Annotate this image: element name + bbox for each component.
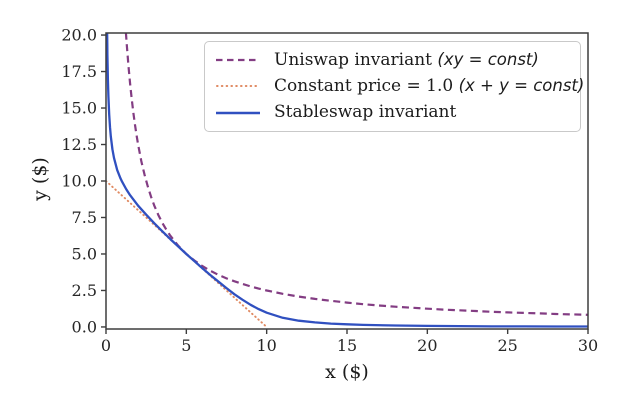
legend: Uniswap invariant (xy = const) Constant … bbox=[204, 41, 584, 132]
legend-label-constant-price: Constant price = 1.0 (x + y = const) bbox=[274, 75, 585, 96]
y-tick-label: 5.0 bbox=[72, 244, 97, 263]
y-axis-label: y ($) bbox=[29, 157, 51, 201]
x-axis-label: x ($) bbox=[325, 361, 369, 383]
x-tick-label: 15 bbox=[337, 336, 357, 355]
legend-label-uniswap: Uniswap invariant (xy = const) bbox=[274, 49, 539, 70]
x-tick-label: 5 bbox=[181, 336, 191, 355]
constant-price-dotted-line-swatch bbox=[216, 85, 261, 88]
y-tick-label: 7.5 bbox=[72, 208, 97, 227]
legend-label-stableswap-text: Stableswap invariant bbox=[274, 102, 457, 123]
y-tick-label: 20.0 bbox=[61, 26, 97, 45]
uniswap-dashed-line-swatch bbox=[216, 59, 260, 62]
y-tick-label: 15.0 bbox=[61, 99, 97, 118]
uniswap-invariant-curve bbox=[124, 33, 588, 316]
legend-label-constant-price-math: (x + y = const) bbox=[458, 75, 585, 95]
legend-label-uniswap-math: (xy = const) bbox=[437, 49, 539, 69]
x-tick-label: 30 bbox=[578, 336, 598, 355]
y-tick-label: 17.5 bbox=[61, 62, 97, 81]
legend-label-uniswap-text: Uniswap invariant bbox=[274, 49, 438, 70]
plot-frame bbox=[105, 32, 589, 330]
x-tick-label: 0 bbox=[101, 336, 111, 355]
y-tick-label: 10.0 bbox=[61, 172, 97, 191]
legend-item-stableswap: Stableswap invariant bbox=[215, 104, 570, 121]
y-tick-label: 2.5 bbox=[72, 281, 97, 300]
y-tick-label: 0.0 bbox=[72, 317, 97, 336]
legend-label-constant-price-text: Constant price = 1.0 bbox=[274, 75, 459, 96]
y-tick-label: 12.5 bbox=[61, 135, 97, 154]
x-tick-label: 10 bbox=[256, 336, 276, 355]
stableswap-solid-line-swatch bbox=[216, 111, 260, 115]
x-tick-label: 25 bbox=[497, 336, 517, 355]
legend-label-stableswap: Stableswap invariant bbox=[274, 104, 456, 121]
legend-item-uniswap: Uniswap invariant (xy = const) bbox=[215, 49, 570, 70]
stableswap-invariant-curve bbox=[106, 33, 588, 328]
legend-item-constant-price: Constant price = 1.0 (x + y = const) bbox=[215, 77, 584, 95]
x-tick-label: 20 bbox=[417, 336, 437, 355]
